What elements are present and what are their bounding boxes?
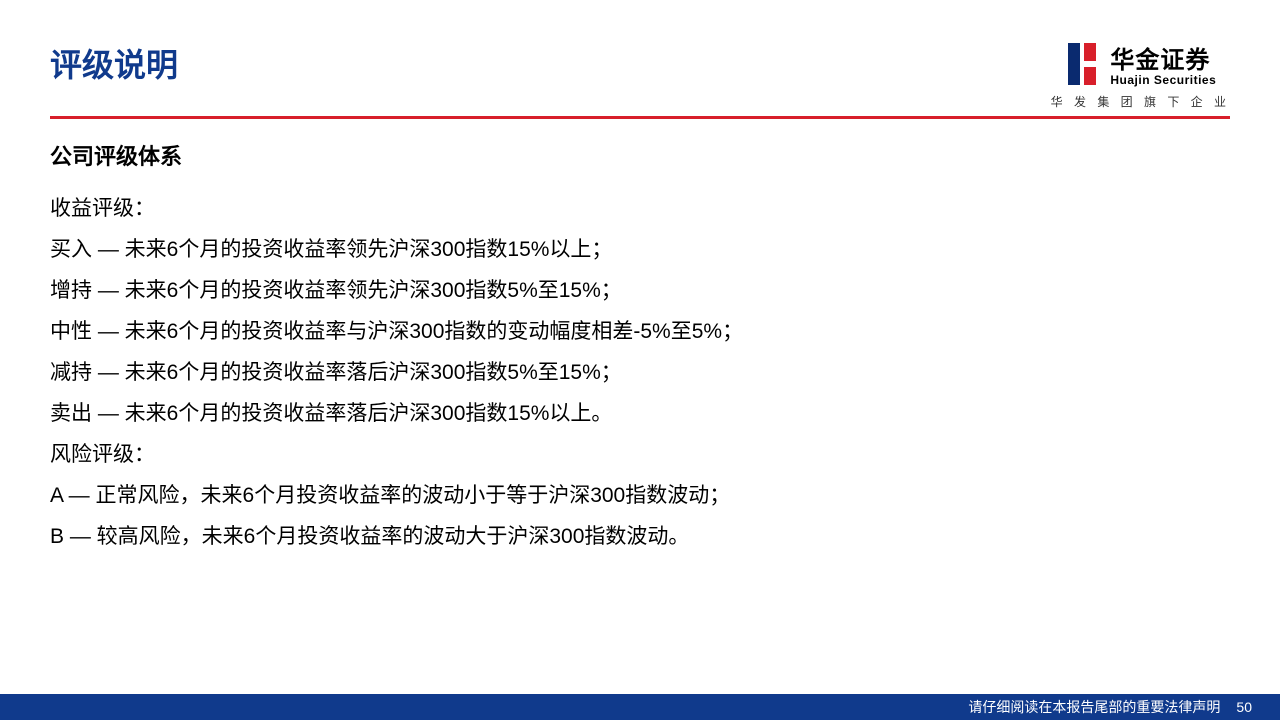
section-heading: 公司评级体系 bbox=[50, 139, 1230, 171]
logo-text-cn: 华金证券 bbox=[1110, 40, 1216, 75]
header: 评级说明 华金证券 Huajin Securities 华 发 集 团 旗 下 … bbox=[0, 0, 1280, 110]
logo-text-block: 华金证券 Huajin Securities bbox=[1110, 40, 1216, 87]
return-rating-item: 卖出 — 未来6个月的投资收益率落后沪深300指数15%以上。 bbox=[50, 394, 1230, 435]
footer-bar: 请仔细阅读在本报告尾部的重要法律声明 50 bbox=[0, 694, 1280, 720]
logo-subtext: 华 发 集 团 旗 下 企 业 bbox=[1051, 93, 1230, 110]
risk-rating-item: A — 正常风险，未来6个月投资收益率的波动小于等于沪深300指数波动； bbox=[50, 476, 1230, 517]
return-rating-item: 买入 — 未来6个月的投资收益率领先沪深300指数15%以上； bbox=[50, 230, 1230, 271]
page-number: 50 bbox=[1236, 699, 1252, 715]
logo-mark-icon bbox=[1064, 43, 1100, 85]
logo-text-en: Huajin Securities bbox=[1110, 73, 1216, 87]
return-rating-item: 中性 — 未来6个月的投资收益率与沪深300指数的变动幅度相差-5%至5%； bbox=[50, 312, 1230, 353]
footer-disclaimer: 请仔细阅读在本报告尾部的重要法律声明 bbox=[968, 697, 1220, 717]
return-rating-item: 减持 — 未来6个月的投资收益率落后沪深300指数5%至15%； bbox=[50, 353, 1230, 394]
company-logo: 华金证券 Huajin Securities 华 发 集 团 旗 下 企 业 bbox=[1051, 40, 1230, 110]
content: 公司评级体系 收益评级： 买入 — 未来6个月的投资收益率领先沪深300指数15… bbox=[0, 119, 1280, 557]
logo-row: 华金证券 Huajin Securities bbox=[1064, 40, 1216, 87]
return-rating-item: 增持 — 未来6个月的投资收益率领先沪深300指数5%至15%； bbox=[50, 271, 1230, 312]
return-rating-label: 收益评级： bbox=[50, 189, 1230, 230]
risk-rating-item: B — 较高风险，未来6个月投资收益率的波动大于沪深300指数波动。 bbox=[50, 517, 1230, 558]
page-title: 评级说明 bbox=[50, 40, 178, 86]
risk-rating-label: 风险评级： bbox=[50, 435, 1230, 476]
